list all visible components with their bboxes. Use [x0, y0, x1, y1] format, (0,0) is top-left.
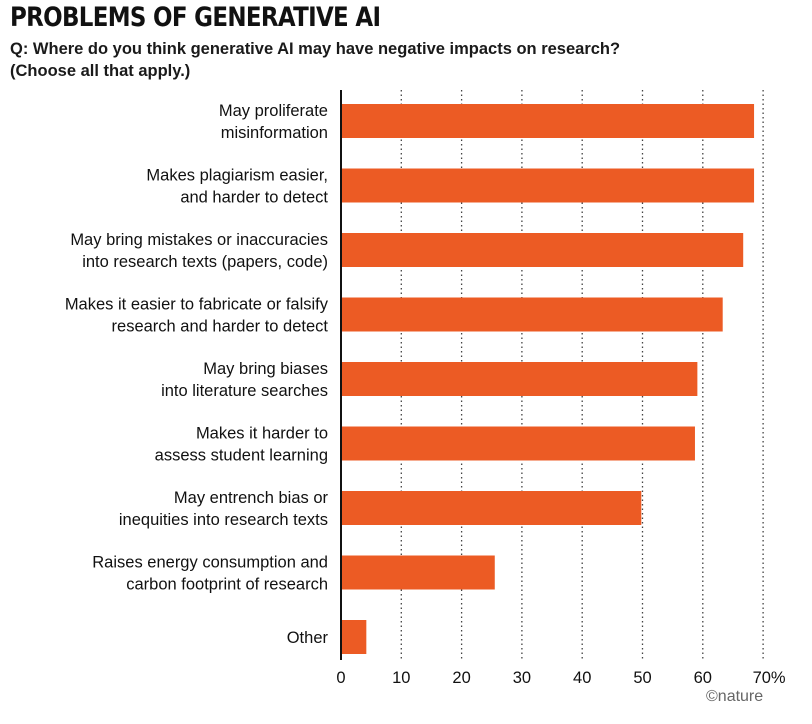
x-tick-label: 30 [513, 669, 531, 687]
category-label: Raises energy consumption and carbon foot… [92, 554, 328, 594]
bar [341, 362, 698, 396]
category-label: May entrench bias or inequities into rese… [119, 489, 329, 529]
bar [341, 233, 744, 267]
bar [341, 297, 723, 332]
x-tick-label: 70% [753, 669, 786, 687]
x-tick-label: 20 [452, 669, 470, 687]
category-label: May bring biases into literature searches [161, 360, 328, 400]
bar [341, 104, 755, 138]
bar [341, 491, 642, 525]
category-label: Makes plagiarism easier, and harder to de… [146, 167, 328, 207]
x-tick-label: 60 [694, 669, 712, 687]
bar [341, 168, 755, 203]
category-label: Makes it easier to fabricate or falsify r… [65, 296, 329, 336]
category-label: Makes it harder to assess student learnin… [155, 425, 328, 465]
nature-credit: ©nature [706, 688, 764, 705]
chart-title: PROBLEMS OF GENERATIVE AI [10, 2, 381, 33]
category-label: Other [287, 629, 329, 647]
x-tick-label: 50 [633, 669, 651, 687]
category-label: May proliferate misinformation [219, 102, 328, 142]
category-label: May bring mistakes or inaccuracies into r… [70, 231, 328, 271]
bar [341, 426, 695, 461]
x-tick-label: 0 [336, 669, 345, 687]
x-tick-label: 40 [573, 669, 591, 687]
bar [341, 620, 367, 654]
chart-subtitle: Q: Where do you think generative AI may … [10, 40, 621, 80]
bar [341, 555, 495, 590]
x-tick-label: 10 [392, 669, 410, 687]
